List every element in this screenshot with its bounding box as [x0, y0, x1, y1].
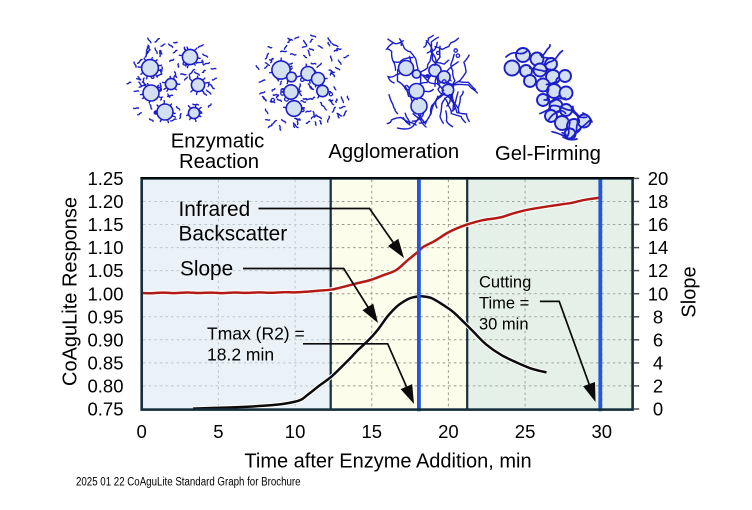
svg-text:Slope: Slope [180, 258, 233, 281]
svg-text:15: 15 [362, 421, 383, 442]
svg-text:10: 10 [648, 283, 669, 304]
svg-text:8: 8 [653, 306, 663, 327]
svg-text:Cutting: Cutting [479, 274, 531, 292]
svg-text:20: 20 [648, 168, 669, 189]
svg-text:0.95: 0.95 [87, 306, 123, 327]
svg-text:Time after Enzyme Addition, mi: Time after Enzyme Addition, min [244, 451, 531, 473]
svg-text:1.05: 1.05 [87, 260, 123, 281]
svg-text:2025 01 22 CoAguLite Standard: 2025 01 22 CoAguLite Standard Graph for … [76, 476, 301, 489]
svg-text:0: 0 [653, 399, 663, 420]
svg-text:0.75: 0.75 [87, 399, 123, 420]
svg-text:Gel-Firming: Gel-Firming [495, 143, 601, 165]
svg-text:0.90: 0.90 [87, 329, 123, 350]
svg-text:1.00: 1.00 [87, 283, 123, 304]
svg-text:0.85: 0.85 [87, 353, 123, 374]
svg-text:Time =: Time = [479, 295, 529, 313]
svg-text:1.20: 1.20 [87, 191, 123, 212]
svg-text:18.2 min: 18.2 min [207, 345, 274, 365]
svg-text:Agglomeration: Agglomeration [328, 141, 459, 163]
svg-text:5: 5 [213, 421, 223, 442]
svg-text:0.80: 0.80 [87, 376, 123, 397]
svg-text:30: 30 [592, 421, 613, 442]
svg-text:20: 20 [438, 421, 459, 442]
svg-text:18: 18 [648, 191, 669, 212]
svg-text:1.10: 1.10 [87, 237, 123, 258]
svg-text:Enzymatic: Enzymatic [171, 131, 265, 153]
svg-text:25: 25 [515, 421, 536, 442]
svg-text:6: 6 [653, 329, 663, 350]
svg-text:Reaction: Reaction [179, 151, 259, 173]
svg-text:10: 10 [285, 421, 306, 442]
svg-text:2: 2 [653, 376, 663, 397]
svg-text:Tmax (R2) =: Tmax (R2) = [207, 324, 305, 344]
svg-text:16: 16 [648, 214, 669, 235]
svg-text:0: 0 [137, 421, 147, 442]
svg-text:30 min: 30 min [479, 316, 529, 334]
svg-text:1.25: 1.25 [87, 168, 123, 189]
svg-text:CoAguLite Response: CoAguLite Response [60, 197, 82, 386]
svg-text:14: 14 [648, 237, 669, 258]
svg-text:Infrared: Infrared [179, 198, 251, 221]
svg-text:12: 12 [648, 260, 669, 281]
svg-text:Slope: Slope [679, 266, 701, 317]
svg-text:4: 4 [653, 353, 663, 374]
svg-text:1.15: 1.15 [87, 214, 123, 235]
svg-text:Backscatter: Backscatter [179, 223, 288, 246]
